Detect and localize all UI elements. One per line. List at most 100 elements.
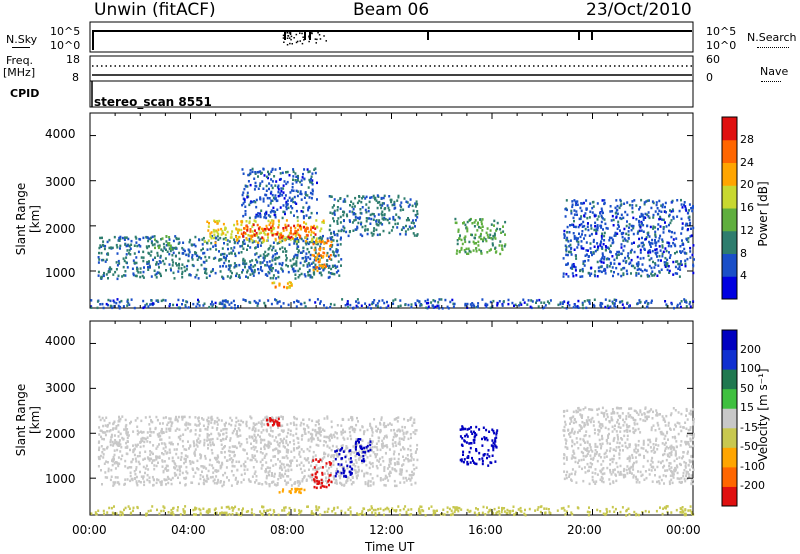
power-cell-4 — [330, 240, 333, 244]
power-cell-9 — [562, 275, 565, 278]
velocity-cell-0 — [114, 467, 117, 470]
power-cell-9 — [597, 269, 600, 273]
velocity-cell-7 — [651, 417, 654, 420]
power-cell-0 — [262, 253, 265, 256]
power-cell-9 — [596, 228, 599, 232]
power-cell-9 — [574, 236, 577, 240]
power-cell-10 — [143, 305, 146, 309]
power-cell-6 — [271, 199, 274, 202]
power-cell-6 — [271, 186, 274, 190]
power-cell-8 — [464, 223, 467, 227]
velocity-cell-0 — [242, 462, 245, 466]
velocity-cell-0 — [168, 448, 171, 451]
beam-title: Beam 06 — [353, 0, 430, 20]
velocity-cell-0 — [188, 460, 191, 463]
velocity-cell-0 — [220, 451, 223, 454]
velocity-cell-7 — [623, 421, 626, 424]
velocity-cell-0 — [125, 423, 128, 427]
power-cell-9 — [628, 226, 630, 229]
power-cell-9 — [641, 236, 643, 240]
power-cell-9 — [668, 269, 671, 273]
power-cell-9 — [616, 204, 619, 208]
power-cell-0 — [122, 265, 125, 269]
velocity-cell-0 — [340, 424, 343, 427]
power-cell-9 — [600, 258, 603, 261]
velocity-cell-0 — [160, 480, 163, 483]
velocity-cell-0 — [117, 435, 120, 438]
power-cell-0 — [295, 264, 298, 267]
power-cell-6 — [304, 191, 307, 194]
velocity-cell-4 — [491, 439, 494, 442]
velocity-cell-0 — [209, 438, 212, 441]
velocity-cell-0 — [269, 434, 272, 437]
velocity-cell-0 — [393, 418, 396, 421]
power-cell-6 — [275, 180, 278, 183]
velocity-cell-0 — [415, 466, 418, 469]
power-cell-0 — [135, 237, 138, 240]
power-cell-9 — [664, 205, 666, 209]
velocity-cell-0 — [169, 427, 172, 430]
velocity-cell-0 — [350, 437, 353, 441]
power-cell-2 — [265, 239, 268, 242]
velocity-cell-4 — [481, 462, 484, 466]
velocity-cell-1 — [328, 474, 331, 477]
velocity-cell-0 — [393, 428, 395, 432]
power-cell-7 — [397, 215, 400, 219]
velocity-cell-5 — [278, 424, 281, 427]
power-cell-0 — [330, 245, 333, 248]
velocity-cell-0 — [217, 418, 220, 422]
velocity-cell-0 — [376, 459, 379, 462]
power-cell-9 — [567, 275, 570, 278]
power-cell-10 — [304, 305, 307, 309]
velocity-cell-0 — [332, 460, 335, 463]
power-cell-9 — [686, 257, 689, 261]
nsearch-label: N.Search — [747, 31, 797, 44]
velocity-cell-0 — [235, 460, 238, 463]
velocity-cell-0 — [343, 438, 346, 441]
velocity-cell-0 — [257, 482, 260, 485]
power-cell-9 — [635, 204, 638, 207]
velocity-cell-0 — [136, 416, 139, 420]
power-cell-0 — [134, 235, 137, 239]
power-cell-7 — [372, 194, 375, 198]
power-cell-9 — [655, 241, 658, 244]
velocity-cell-0 — [245, 420, 248, 424]
velocity-cell-0 — [100, 435, 102, 439]
velocity-cell-0 — [309, 445, 312, 449]
velocity-cell-0 — [299, 424, 302, 427]
power-cell-6 — [286, 199, 289, 202]
power-cell-6 — [283, 210, 286, 214]
velocity-cell-0 — [197, 437, 200, 440]
power-cell-7 — [336, 222, 339, 225]
power-cell-9 — [692, 226, 695, 230]
velocity-cell-0 — [395, 444, 398, 447]
power-cell-0 — [124, 270, 127, 273]
velocity-cell-7 — [628, 445, 631, 448]
velocity-cell-0 — [401, 425, 404, 429]
power-cell-9 — [641, 213, 644, 217]
velocity-cell-0 — [255, 479, 258, 482]
velocity-cell-2 — [334, 450, 337, 453]
power-cell-7 — [406, 201, 409, 204]
velocity-cell-0 — [328, 434, 331, 438]
power-cell-8 — [463, 236, 466, 240]
power-cell-0 — [331, 272, 334, 275]
power-cell-10 — [355, 300, 357, 303]
velocity-cell-0 — [251, 436, 254, 440]
power-cell-3 — [261, 236, 264, 239]
velocity-cell-0 — [192, 440, 195, 443]
power-cell-9 — [658, 245, 661, 248]
velocity-cell-0 — [112, 455, 115, 459]
power-cell-0 — [228, 252, 231, 255]
velocity-cell-0 — [264, 443, 266, 446]
velocity-cell-0 — [155, 464, 158, 468]
velocity-cell-0 — [211, 475, 214, 479]
power-cell-9 — [587, 249, 589, 252]
velocity-cell-0 — [380, 443, 383, 446]
power-cell-9 — [680, 203, 683, 206]
power-cell-9 — [648, 258, 651, 262]
power-cell-9 — [638, 229, 641, 233]
velocity-cell-0 — [238, 423, 241, 426]
velocity-cell-0 — [168, 427, 170, 431]
velocity-cell-0 — [118, 418, 121, 421]
